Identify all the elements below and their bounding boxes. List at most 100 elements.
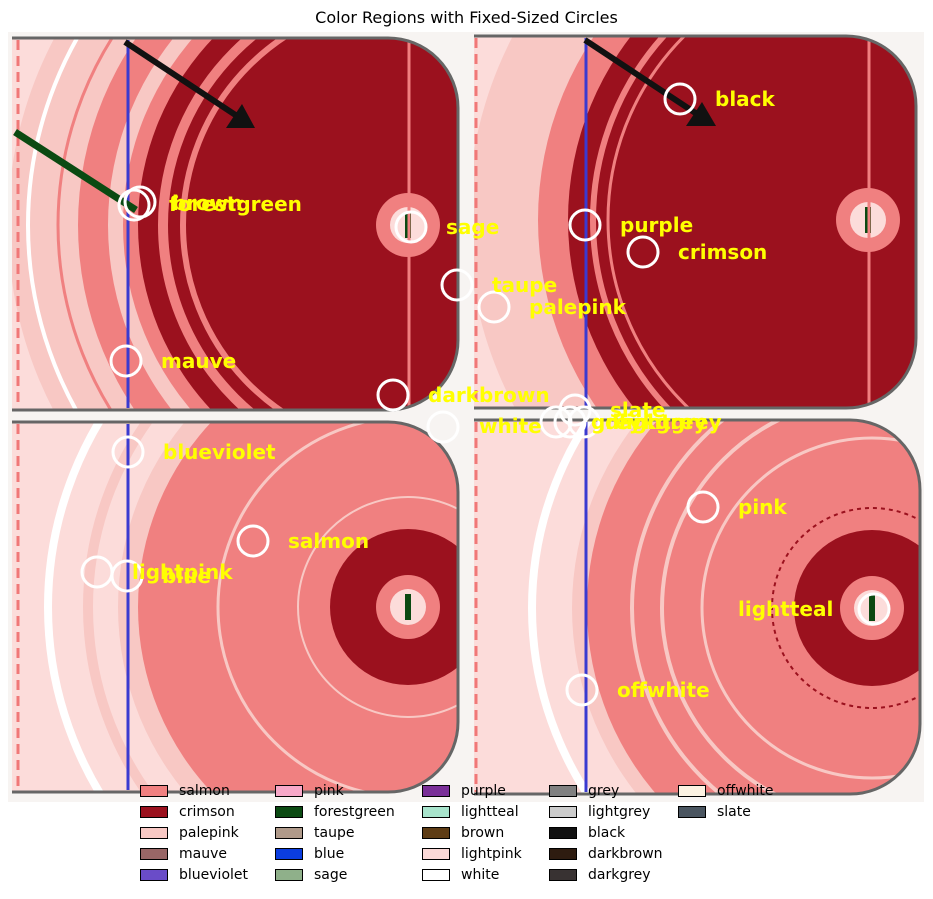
- legend-swatch: [422, 785, 450, 797]
- legend-item-black: black: [549, 824, 625, 842]
- legend-label: crimson: [179, 804, 235, 820]
- legend-item-crimson: crimson: [140, 803, 235, 821]
- legend-label: sage: [314, 867, 348, 883]
- legend-item-forestgreen: forestgreen: [275, 803, 395, 821]
- circle-blue: [110, 559, 144, 593]
- legend-item-darkbrown: darkbrown: [549, 845, 663, 863]
- legend-item-mauve: mauve: [140, 845, 227, 863]
- label-black: black: [715, 87, 776, 111]
- legend-label: lightgrey: [588, 804, 651, 820]
- legend-item-purple: purple: [422, 782, 506, 800]
- legend-label: brown: [461, 825, 505, 841]
- label-crimson: crimson: [678, 240, 767, 264]
- legend-swatch: [140, 806, 168, 818]
- legend-swatch: [422, 827, 450, 839]
- label-blueviolet: blueviolet: [163, 440, 276, 464]
- circle-darkgrey: [553, 405, 587, 439]
- legend-label: white: [461, 867, 500, 883]
- legend-swatch: [678, 785, 706, 797]
- label-grey: grey: [591, 410, 642, 434]
- legend-swatch: [422, 848, 450, 860]
- legend-swatch: [275, 848, 303, 860]
- legend-item-lightgrey: lightgrey: [549, 803, 650, 821]
- circle-grey: [539, 405, 573, 439]
- legend-item-pink: pink: [275, 782, 344, 800]
- circle-offwhite: [565, 673, 599, 707]
- legend-label: offwhite: [717, 783, 774, 799]
- legend-label: grey: [588, 783, 620, 799]
- quadrant-top-left: [12, 38, 458, 410]
- legend-swatch: [549, 785, 577, 797]
- region-labels: brown forestgreen sage mauve black purpl…: [132, 87, 833, 702]
- circle-pink: [686, 490, 720, 524]
- legend-swatch: [275, 827, 303, 839]
- legend-label: lightpink: [461, 846, 522, 862]
- circle-purple: [568, 208, 602, 242]
- circle-lightteal: [857, 592, 891, 626]
- legend-item-brown: brown: [422, 824, 504, 842]
- circle-white: [426, 410, 460, 444]
- quadrant-top-right: [474, 36, 916, 408]
- label-palepink: palepink: [529, 295, 627, 319]
- legend-swatch: [140, 848, 168, 860]
- label-offwhite: offwhite: [617, 678, 710, 702]
- circle-blueviolet: [111, 435, 145, 469]
- legend-item-lightpink: lightpink: [422, 845, 522, 863]
- circle-brown: [123, 185, 157, 219]
- legend-item-lightteal: lightteal: [422, 803, 519, 821]
- circle-lightgrey: [567, 405, 601, 439]
- label-lightteal: lightteal: [738, 597, 833, 621]
- label-darkbrown: darkbrown: [428, 383, 550, 407]
- legend-item-darkgrey: darkgrey: [549, 866, 651, 884]
- circle-forestgreen: [117, 188, 151, 222]
- legend-swatch: [140, 827, 168, 839]
- legend-swatch: [549, 848, 577, 860]
- legend-label: darkbrown: [588, 846, 663, 862]
- circle-black: [663, 82, 697, 116]
- label-purple: purple: [620, 213, 693, 237]
- figure-title: Color Regions with Fixed-Sized Circles: [315, 8, 618, 27]
- label-blue: blue: [162, 564, 211, 588]
- legend-item-sage: sage: [275, 866, 347, 884]
- legend-swatch: [275, 869, 303, 881]
- legend-swatch: [140, 869, 168, 881]
- legend-label: blue: [314, 846, 345, 862]
- label-sage: sage: [446, 215, 499, 239]
- circle-taupe: [440, 268, 474, 302]
- legend-swatch: [275, 806, 303, 818]
- circle-crimson: [626, 235, 660, 269]
- legend-label: taupe: [314, 825, 355, 841]
- label-brown: brown: [172, 191, 243, 215]
- label-forestgreen: forestgreen: [169, 192, 302, 216]
- legend: salmon crimson palepink mauve blueviolet pink…: [140, 782, 820, 892]
- legend-item-grey: grey: [549, 782, 619, 800]
- legend-label: blueviolet: [179, 867, 248, 883]
- legend-swatch: [275, 785, 303, 797]
- label-salmon: salmon: [288, 529, 369, 553]
- legend-label: mauve: [179, 846, 227, 862]
- label-mauve: mauve: [161, 349, 236, 373]
- legend-label: salmon: [179, 783, 230, 799]
- label-darkgrey: darkgrey: [605, 410, 707, 434]
- legend-label: slate: [717, 804, 751, 820]
- legend-label: darkgrey: [588, 867, 651, 883]
- legend-swatch: [549, 806, 577, 818]
- circle-sage: [394, 210, 428, 244]
- legend-label: lightteal: [461, 804, 519, 820]
- legend-swatch: [549, 827, 577, 839]
- legend-swatch: [549, 869, 577, 881]
- legend-item-blue: blue: [275, 845, 344, 863]
- marker-circles: [80, 82, 891, 707]
- legend-label: black: [588, 825, 626, 841]
- label-slate: slate: [610, 398, 665, 422]
- legend-item-blueviolet: blueviolet: [140, 866, 248, 884]
- legend-swatch: [678, 806, 706, 818]
- legend-swatch: [422, 806, 450, 818]
- label-lightpink: lightpink: [132, 560, 233, 584]
- legend-item-offwhite: offwhite: [678, 782, 774, 800]
- circle-salmon: [236, 524, 270, 558]
- legend-label: palepink: [179, 825, 239, 841]
- legend-item-slate: slate: [678, 803, 751, 821]
- circle-darkbrown: [376, 378, 410, 412]
